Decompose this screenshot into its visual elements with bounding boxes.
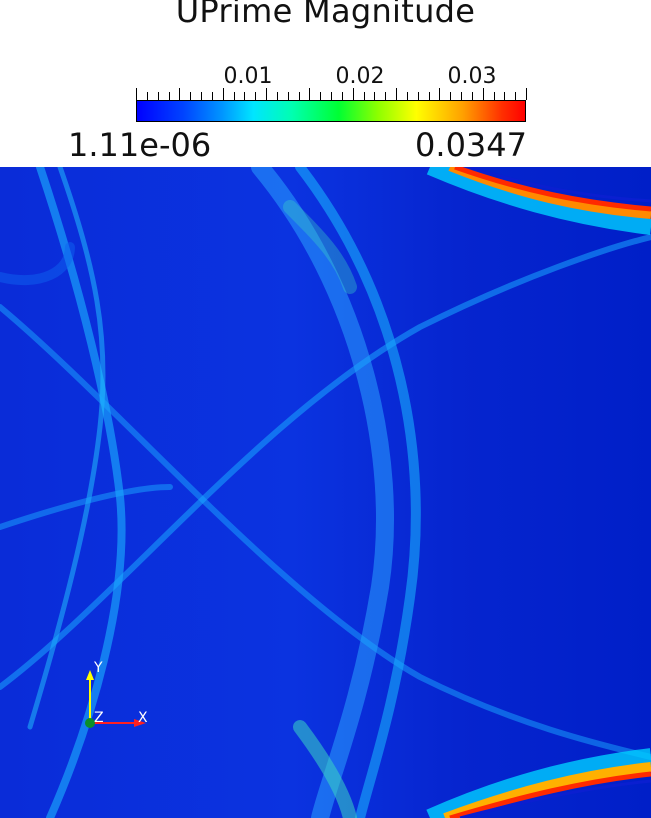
- z-axis-dot-icon: [85, 718, 95, 728]
- colorbar-tick-label-1: 0.01: [223, 64, 273, 89]
- colorbar-tick: [493, 92, 495, 100]
- colorbar-max-label: 0.0347: [415, 126, 527, 164]
- x-axis-label: X: [138, 710, 148, 726]
- colorbar-tick: [385, 92, 387, 100]
- colorbar-tick: [157, 92, 159, 100]
- high-magnitude-bands: [426, 167, 651, 818]
- colorbar-tick: [374, 92, 376, 100]
- colorbar-tick: [266, 88, 267, 100]
- z-axis-label: Z: [94, 710, 104, 726]
- colorbar-tick: [222, 88, 224, 100]
- colorbar: [136, 100, 526, 122]
- field-plot-svg: [0, 167, 651, 818]
- colorbar-tick: [146, 92, 148, 100]
- colorbar-tick: [255, 92, 257, 100]
- colorbar-tick: [471, 92, 473, 100]
- colorbar-tick: [504, 92, 506, 100]
- colorbar-tick: [287, 92, 289, 100]
- y-axis-label: Y: [94, 660, 103, 676]
- x-axis-arrow-icon: [134, 719, 146, 727]
- colorbar-tick: [190, 92, 192, 100]
- colorbar-tick: [482, 88, 484, 100]
- colorbar-tick: [320, 92, 322, 100]
- colorbar-tick: [276, 92, 278, 100]
- colorbar-tick: [244, 92, 246, 100]
- colorbar-tick: [352, 88, 354, 100]
- colorbar-tick: [428, 92, 430, 100]
- colorbar-tick: [450, 92, 452, 100]
- colorbar-tick: [515, 92, 517, 100]
- colorbar-tick: [309, 88, 311, 100]
- colorbar-tick: [201, 92, 202, 100]
- colorbar-tick: [526, 88, 527, 100]
- colorbar-tick-label-2: 0.02: [335, 64, 385, 89]
- colorbar-tick: [396, 88, 397, 100]
- colorbar-tick: [331, 92, 332, 100]
- colorbar-tick: [363, 92, 365, 100]
- colorbar-tick: [461, 92, 462, 100]
- plot-title: UPrime Magnitude: [175, 0, 476, 30]
- y-axis-arrow-icon: [86, 670, 94, 680]
- orientation-axes: Y Z X: [78, 660, 158, 730]
- colorbar-ticks: [136, 88, 527, 100]
- colorbar-tick: [298, 92, 300, 100]
- colorbar-tick: [233, 92, 235, 100]
- wave-fronts: [0, 167, 651, 818]
- colorbar-tick: [211, 92, 213, 100]
- colorbar-min-label: 1.11e-06: [68, 126, 212, 164]
- colorbar-tick: [439, 88, 441, 100]
- colorbar-tick: [341, 92, 343, 100]
- field-render-view[interactable]: Y Z X: [0, 167, 651, 818]
- colorbar-tick: [136, 88, 137, 100]
- colorbar-tick: [168, 92, 170, 100]
- colorbar-tick: [179, 88, 181, 100]
- colorbar-tick-label-3: 0.03: [447, 64, 497, 89]
- colorbar-tick: [406, 92, 408, 100]
- colorbar-tick: [417, 92, 419, 100]
